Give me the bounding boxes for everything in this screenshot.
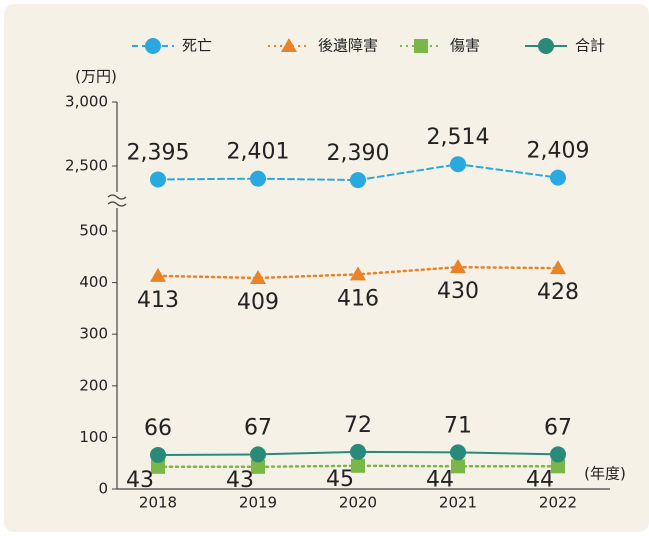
point: [150, 267, 166, 282]
legend-label: 後遺障害: [318, 37, 378, 55]
value-label: 2,395: [127, 140, 190, 165]
x-tick-label: 2021: [439, 494, 477, 512]
y-tick-label: 500: [79, 222, 108, 240]
value-label: 428: [537, 280, 579, 305]
point: [281, 38, 297, 52]
value-label: 43: [226, 468, 254, 493]
point: [250, 269, 266, 284]
y-tick-label: 2,500: [65, 157, 108, 175]
y-tick-label: 3,000: [65, 93, 108, 111]
point: [450, 259, 466, 274]
value-label: 66: [144, 416, 172, 441]
point: [451, 459, 465, 474]
x-tick-label: 2019: [239, 494, 277, 512]
value-label: 2,390: [327, 141, 390, 166]
y-tick-label: 300: [79, 325, 108, 343]
legend-label: 死亡: [182, 37, 212, 55]
point: [550, 169, 566, 186]
point: [350, 266, 366, 281]
point: [145, 38, 161, 54]
point: [414, 39, 428, 53]
value-label: 44: [526, 467, 554, 492]
point: [151, 459, 165, 474]
point: [150, 171, 166, 188]
point: [550, 260, 566, 275]
value-label: 44: [426, 467, 454, 492]
value-label: 45: [326, 467, 354, 492]
axis-break: [107, 194, 127, 207]
point: [350, 172, 366, 189]
value-label: 2,409: [527, 139, 590, 164]
point: [150, 446, 166, 463]
point: [351, 458, 365, 473]
value-label: 71: [444, 413, 472, 438]
value-label: 2,401: [227, 140, 290, 165]
value-label: 413: [137, 288, 179, 313]
point: [251, 459, 265, 474]
value-label: 430: [437, 279, 479, 304]
point: [350, 443, 366, 460]
axis-break-gap: [108, 192, 126, 208]
point: [551, 459, 565, 474]
x-tick-label: 2020: [339, 494, 377, 512]
legend-label: 合計: [575, 37, 605, 55]
point: [250, 446, 266, 463]
value-label: 67: [244, 415, 272, 440]
value-label: 67: [544, 415, 572, 440]
value-label: 72: [344, 413, 372, 438]
y-tick-label: 0: [98, 480, 108, 498]
point: [538, 38, 554, 54]
value-label: 409: [237, 290, 279, 315]
x-unit: (年度): [584, 465, 626, 483]
value-label: 2,514: [427, 125, 490, 150]
point: [450, 444, 466, 461]
y-unit: (万円): [75, 68, 117, 86]
point: [250, 170, 266, 187]
background: [4, 4, 649, 532]
value-label: 43: [126, 468, 154, 493]
y-tick-label: 400: [79, 273, 108, 291]
y-tick-label: 100: [79, 428, 108, 446]
legend-label: 傷害: [450, 37, 480, 55]
y-tick-label: 200: [79, 376, 108, 394]
value-label: 416: [337, 286, 379, 311]
point: [550, 446, 566, 463]
point: [450, 156, 466, 173]
x-tick-label: 2018: [139, 494, 177, 512]
x-tick-label: 2022: [539, 494, 577, 512]
